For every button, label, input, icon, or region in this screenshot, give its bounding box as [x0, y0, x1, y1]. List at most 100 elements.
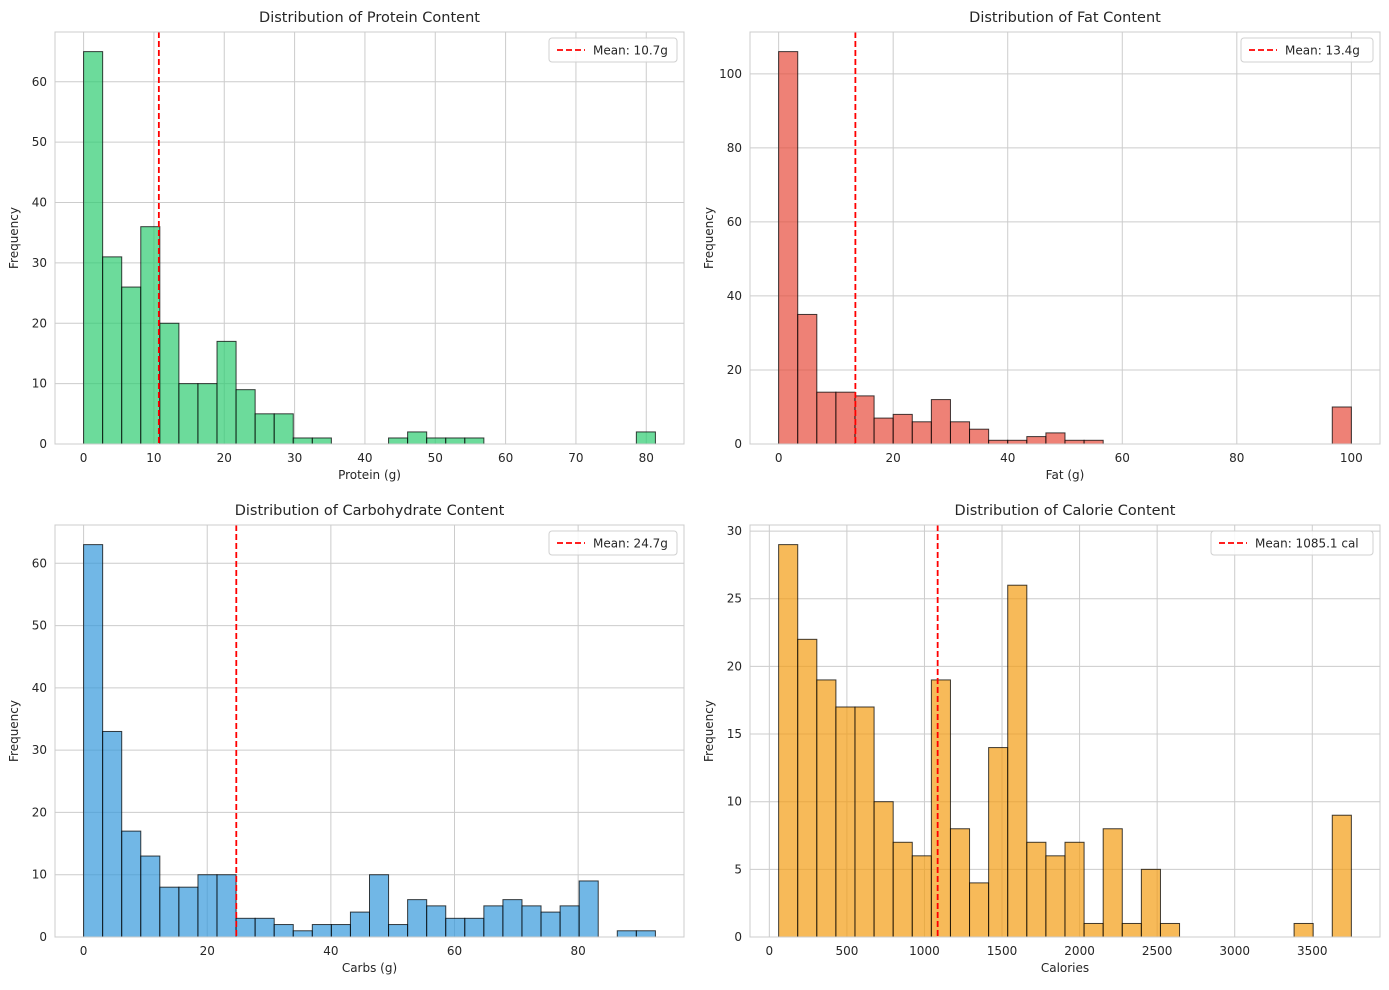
x-tick-label: 1500	[987, 944, 1018, 958]
plot-area	[750, 32, 1380, 444]
histogram-bar	[969, 428, 990, 445]
x-axis-label: Calories	[1041, 961, 1089, 975]
chart-title: Distribution of Fat Content	[969, 10, 1161, 26]
histogram-bar	[1293, 922, 1314, 938]
y-axis-label: Frequency	[7, 700, 21, 762]
histogram-bar	[407, 899, 428, 938]
y-tick-label: 15	[727, 727, 742, 741]
x-tick-label: 3500	[1297, 944, 1328, 958]
histogram-bar	[911, 855, 932, 938]
histogram-bar	[197, 383, 218, 445]
x-tick-label: 60	[1115, 451, 1130, 465]
histogram-bar	[1064, 439, 1085, 445]
histogram-bar	[816, 679, 837, 938]
histogram-bar	[873, 801, 894, 938]
histogram-bar	[349, 911, 370, 938]
histogram-bar	[178, 886, 199, 938]
y-tick-label: 30	[727, 524, 742, 538]
chart-title: Distribution of Protein Content	[259, 10, 480, 26]
y-tick-label: 20	[32, 805, 47, 819]
legend-label: Mean: 13.4g	[1285, 44, 1360, 58]
legend-box	[548, 37, 678, 63]
x-axis-label: Protein (g)	[338, 468, 401, 482]
histogram-bar	[197, 874, 218, 938]
y-tick-label: 60	[32, 556, 47, 570]
y-tick-label: 40	[32, 196, 47, 210]
x-tick-label: 20	[886, 451, 901, 465]
histogram-bar	[1007, 439, 1028, 445]
histogram-bar	[159, 322, 180, 445]
x-tick-label: 50	[428, 451, 443, 465]
x-tick-label: 0	[775, 451, 783, 465]
legend-label: Mean: 24.7g	[593, 537, 668, 551]
x-tick-label: 0	[766, 944, 774, 958]
chart-panel-0: 0 10 20 30 40 50 60 70 80 0 10 20 30 40 50 60 Distributi…	[7, 10, 685, 482]
histogram-bar	[83, 51, 104, 445]
axes-frame	[54, 31, 685, 445]
histogram-bar	[102, 730, 123, 938]
x-tick-label: 0	[80, 944, 88, 958]
histogram-bar	[1331, 406, 1352, 445]
legend-box	[1210, 530, 1374, 556]
chart-title: Distribution of Carbohydrate Content	[235, 503, 505, 519]
histogram-bar	[254, 917, 275, 938]
histogram-bar	[1045, 855, 1066, 938]
histogram-bar	[559, 905, 580, 938]
histogram-bar	[292, 930, 313, 938]
x-tick-label: 40	[323, 944, 338, 958]
y-tick-label: 60	[32, 75, 47, 89]
histogram-bar	[521, 905, 542, 938]
histogram-bar	[930, 399, 951, 445]
histogram-bar	[578, 880, 599, 938]
histogram-bar	[445, 917, 466, 938]
y-tick-label: 50	[32, 135, 47, 149]
y-tick-label: 40	[32, 681, 47, 695]
y-tick-label: 30	[32, 743, 47, 757]
histogram-bar	[1121, 922, 1142, 938]
legend-label: Mean: 1085.1 cal	[1255, 537, 1359, 551]
axes-frame	[749, 31, 1381, 445]
y-tick-label: 25	[727, 592, 742, 606]
histogram-bar	[121, 286, 142, 445]
histogram-bar	[911, 421, 932, 445]
histogram-bar	[483, 905, 504, 938]
histogram-bar	[83, 544, 104, 938]
histogram-bar	[854, 706, 875, 938]
x-tick-label: 3000	[1219, 944, 1250, 958]
x-tick-label: 100	[1340, 451, 1363, 465]
histogram-bar	[988, 747, 1009, 938]
histogram-bar	[1159, 922, 1181, 938]
x-tick-label: 70	[568, 451, 583, 465]
y-tick-label: 50	[32, 619, 47, 633]
x-tick-label: 20	[200, 944, 215, 958]
axes-frame	[54, 524, 685, 938]
y-tick-label: 60	[727, 215, 742, 229]
histogram-bar	[635, 930, 656, 938]
legend: Mean: 10.7g	[548, 37, 678, 63]
histogram-bar	[273, 413, 294, 445]
x-tick-label: 10	[146, 451, 161, 465]
histogram-bar	[930, 679, 951, 938]
histogram-bar	[178, 383, 199, 445]
histogram-bar	[1045, 432, 1066, 445]
histogram-bar	[949, 421, 971, 445]
y-tick-label: 20	[32, 316, 47, 330]
x-tick-label: 1000	[909, 944, 940, 958]
histogram-bar	[854, 395, 875, 445]
y-tick-label: 10	[32, 868, 47, 882]
chart-panel-1: 0 20 40 60 80 100 0 20 40 60 80 100 Distribution of …	[702, 10, 1381, 482]
histogram-bar	[216, 874, 237, 938]
y-tick-label: 30	[32, 256, 47, 270]
histogram-bar	[1026, 436, 1047, 445]
x-tick-label: 80	[570, 944, 585, 958]
y-tick-label: 5	[734, 862, 742, 876]
x-tick-label: 60	[498, 451, 513, 465]
histogram-bar	[816, 391, 837, 445]
histogram-bar	[235, 917, 256, 938]
y-tick-label: 0	[39, 437, 47, 451]
histogram-bar	[216, 340, 237, 445]
y-axis-label: Frequency	[7, 207, 21, 269]
histogram-bar	[121, 830, 142, 938]
histogram-bar	[778, 51, 799, 445]
